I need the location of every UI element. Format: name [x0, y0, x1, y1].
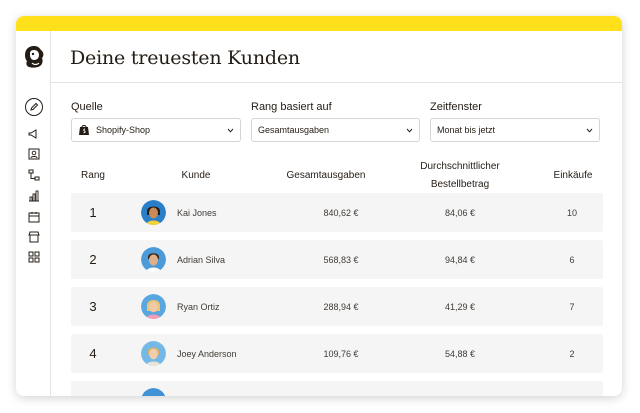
source-filter: Quelle Shopify-Shop — [71, 101, 241, 142]
purchase-count: 7 — [569, 301, 575, 312]
chevron-down-icon — [586, 128, 593, 133]
create-button[interactable] — [25, 98, 43, 116]
source-select[interactable]: Shopify-Shop — [71, 118, 241, 142]
shopify-icon — [79, 125, 89, 135]
page-header: Deine treuesten Kunden — [51, 31, 622, 83]
average-order: 84,06 € — [444, 207, 476, 218]
calendar-icon[interactable] — [28, 211, 40, 223]
header-avg: Durchschnittlicher Bestellbetrag — [401, 158, 519, 194]
avatar — [141, 341, 166, 366]
chevron-down-icon — [227, 128, 234, 133]
page-title: Deine treuesten Kunden — [70, 47, 300, 69]
header-rank: Rang — [81, 170, 105, 181]
rank-cell: 4 — [89, 346, 97, 361]
header-avg-line1: Durchschnittlicher — [420, 161, 500, 172]
avatar — [141, 294, 166, 319]
table-row[interactable]: 5 — [71, 381, 603, 396]
average-order: 54,88 € — [444, 348, 476, 359]
purchase-count: 2 — [569, 348, 575, 359]
mailchimp-freddie-icon[interactable] — [20, 43, 48, 71]
megaphone-icon[interactable] — [28, 128, 40, 140]
rank-basis-select[interactable]: Gesamtausgaben — [251, 118, 420, 142]
total-spend: 109,76 € — [323, 348, 359, 359]
customer-name: Joey Anderson — [177, 348, 237, 359]
timeframe-filter: Zeitfenster Monat bis jetzt — [430, 101, 600, 142]
rank-cell: 5 — [71, 381, 115, 396]
pencil-icon — [30, 102, 39, 111]
table-row[interactable]: 2 Adrian Silva 568,83 € 94,84 € 6 — [71, 240, 603, 279]
table-row[interactable]: 1 Kai Jones 840,62 € 84,06 € 10 — [71, 193, 603, 232]
grid-icon[interactable] — [28, 251, 40, 263]
source-value: Shopify-Shop — [96, 125, 151, 135]
rank-basis-label: Rang basiert auf — [251, 101, 332, 113]
header-customer: Kunde — [181, 170, 211, 181]
brand-top-bar — [16, 16, 622, 31]
source-label: Quelle — [71, 101, 103, 113]
rank-cell: 3 — [89, 299, 97, 314]
timeframe-select[interactable]: Monat bis jetzt — [430, 118, 600, 142]
header-avg-line2: Bestellbetrag — [430, 179, 490, 190]
table-header: Rang Kunde Gesamtausgaben Durchschnittli… — [71, 152, 603, 192]
total-spend: 840,62 € — [323, 207, 359, 218]
purchase-count: 10 — [566, 207, 577, 218]
average-order: 94,84 € — [444, 254, 476, 265]
average-order: 41,29 € — [444, 301, 476, 312]
sidebar — [16, 31, 51, 396]
rank-cell: 2 — [89, 252, 97, 267]
chevron-down-icon — [406, 128, 413, 133]
table-row[interactable]: 4 Joey Anderson 109,76 € 54,88 € 2 — [71, 334, 603, 373]
timeframe-label: Zeitfenster — [430, 101, 482, 113]
avatar — [141, 200, 166, 225]
total-spend: 568,83 € — [323, 254, 359, 265]
audience-icon[interactable] — [28, 148, 40, 160]
timeframe-value: Monat bis jetzt — [437, 125, 496, 135]
rank-basis-filter: Rang basiert auf Gesamtausgaben — [251, 101, 420, 142]
rank-cell: 1 — [89, 205, 97, 220]
customer-name: Adrian Silva — [177, 254, 226, 265]
automation-icon[interactable] — [28, 169, 40, 181]
purchase-count: 6 — [569, 254, 575, 265]
customer-name: Ryan Ortiz — [177, 301, 220, 312]
total-spend: 288,94 € — [323, 301, 359, 312]
filter-bar: Quelle Shopify-Shop Rang basiert auf Ges… — [71, 101, 601, 143]
avatar — [141, 247, 166, 272]
customer-name: Kai Jones — [177, 207, 217, 218]
avatar — [141, 388, 166, 396]
rank-basis-value: Gesamtausgaben — [258, 125, 330, 135]
store-icon[interactable] — [28, 231, 40, 243]
chart-icon[interactable] — [28, 190, 40, 202]
header-total: Gesamtausgaben — [286, 170, 366, 181]
header-purchases: Einkäufe — [553, 170, 593, 181]
table-row[interactable]: 3 Ryan Ortiz 288,94 € 41,29 € 7 — [71, 287, 603, 326]
